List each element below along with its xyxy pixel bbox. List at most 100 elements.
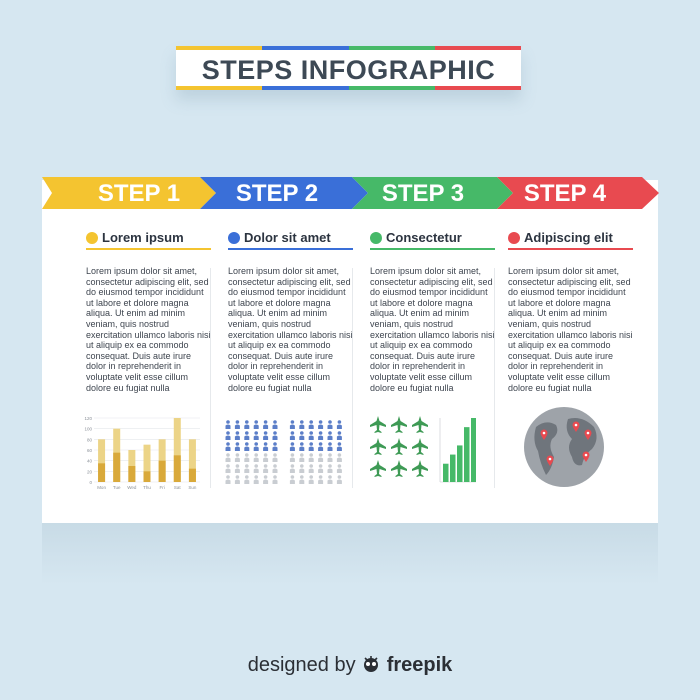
bar: [188, 439, 196, 482]
step-4-arrow: [497, 177, 659, 209]
step-2-column: Dolor sit amet Lorem ipsum dolor sit ame…: [228, 226, 353, 393]
person-icon: [234, 442, 240, 451]
bar: [113, 452, 121, 482]
person-icon: [272, 475, 278, 484]
blue-dot-icon: [228, 232, 240, 244]
person-icon: [327, 453, 333, 462]
bar: [128, 466, 136, 482]
bar: [98, 463, 106, 482]
planes-growth-graphic: [370, 416, 476, 483]
people-icon-grid: [225, 420, 342, 484]
person-icon: [289, 431, 295, 440]
person-icon: [336, 464, 342, 473]
bar: [143, 444, 151, 482]
person-icon: [263, 464, 269, 473]
step-3-label: STEP 3: [381, 180, 465, 207]
airplane-icon: [370, 416, 386, 433]
bar: [143, 471, 151, 482]
person-icon: [253, 464, 259, 473]
person-icon: [263, 442, 269, 451]
map-pin-icon: [582, 451, 590, 462]
person-icon: [299, 420, 305, 429]
y-tick-label: 120: [84, 416, 92, 421]
person-icon: [263, 420, 269, 429]
globe-icon: [524, 407, 604, 487]
step-4-label: STEP 4: [523, 180, 607, 207]
y-tick-label: 60: [87, 448, 93, 453]
person-icon: [244, 431, 250, 440]
person-icon: [272, 464, 278, 473]
person-icon: [272, 442, 278, 451]
column-divider: [352, 268, 353, 488]
person-icon: [234, 453, 240, 462]
title-stripe-top: [176, 46, 521, 50]
person-icon: [253, 431, 259, 440]
person-icon: [225, 464, 231, 473]
bar: [188, 468, 196, 482]
person-icon: [244, 420, 250, 429]
person-icon: [272, 453, 278, 462]
y-tick-label: 0: [89, 480, 92, 485]
airplane-icon: [370, 460, 386, 477]
step-1-heading: Lorem ipsum: [102, 230, 184, 245]
person-icon: [308, 453, 314, 462]
person-icon: [272, 420, 278, 429]
airplane-icon: [412, 438, 428, 455]
person-icon: [299, 431, 305, 440]
page-title: STEPS INFOGRAPHIC: [201, 55, 496, 85]
person-icon: [225, 475, 231, 484]
title-box: STEPS INFOGRAPHIC: [176, 46, 521, 90]
x-tick-label: Sun: [188, 485, 197, 490]
person-icon: [289, 442, 295, 451]
y-tick-label: 20: [87, 469, 93, 474]
yellow-dot-icon: [86, 232, 98, 244]
step-1-text: Lorem ipsum dolor sit amet, consectetur …: [86, 266, 211, 393]
person-icon: [234, 420, 240, 429]
person-icon: [318, 464, 324, 473]
person-icon: [336, 453, 342, 462]
growth-bar: [443, 463, 449, 482]
column-divider: [494, 268, 495, 488]
person-icon: [318, 453, 324, 462]
person-icon: [253, 442, 259, 451]
step-3-arrow: [352, 177, 513, 209]
person-icon: [336, 431, 342, 440]
step-4-column: Adipiscing elit Lorem ipsum dolor sit am…: [508, 226, 633, 393]
y-tick-label: 80: [87, 437, 93, 442]
title-stripe-bottom: [176, 86, 521, 90]
step-2-label: STEP 2: [235, 180, 319, 207]
person-icon: [327, 464, 333, 473]
step-2-heading: Dolor sit amet: [244, 230, 331, 245]
airplane-icon: [391, 438, 407, 455]
person-icon: [253, 475, 259, 484]
step-1-column: Lorem ipsum Lorem ipsum dolor sit amet, …: [86, 226, 211, 393]
step-1-arrow: [42, 177, 216, 209]
person-icon: [299, 442, 305, 451]
person-icon: [272, 431, 278, 440]
person-icon: [244, 475, 250, 484]
x-tick-label: Fri: [160, 485, 165, 490]
y-tick-label: 100: [84, 427, 92, 432]
person-icon: [234, 431, 240, 440]
person-icon: [244, 442, 250, 451]
step-3-column: Consectetur Lorem ipsum dolor sit amet, …: [370, 226, 495, 393]
map-pin-icon: [584, 429, 592, 440]
panel-shadow: [42, 523, 658, 585]
person-icon: [308, 475, 314, 484]
person-icon: [225, 431, 231, 440]
step-4-heading: Adipiscing elit: [524, 230, 613, 245]
x-tick-label: Tue: [113, 485, 121, 490]
growth-bar: [450, 454, 456, 482]
person-icon: [327, 475, 333, 484]
green-dot-icon: [370, 232, 382, 244]
person-icon: [289, 420, 295, 429]
x-tick-label: Thu: [143, 485, 151, 490]
person-icon: [336, 442, 342, 451]
airplane-icon: [412, 460, 428, 477]
growth-bar: [471, 418, 476, 482]
x-tick-label: Mon: [97, 485, 106, 490]
y-tick-label: 40: [87, 459, 93, 464]
person-icon: [308, 420, 314, 429]
person-icon: [225, 420, 231, 429]
person-icon: [318, 442, 324, 451]
